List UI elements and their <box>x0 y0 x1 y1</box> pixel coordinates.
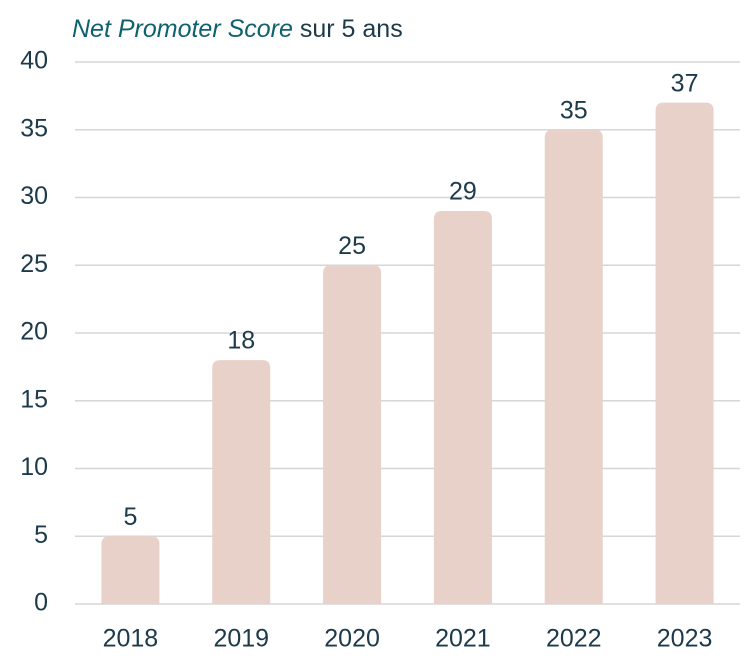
bar <box>323 265 382 604</box>
y-tick-label: 20 <box>20 318 48 346</box>
bar <box>544 129 603 604</box>
y-tick-label: 10 <box>20 453 48 481</box>
value-label: 29 <box>449 178 477 206</box>
y-tick-label: 40 <box>20 47 48 75</box>
x-tick-label: 2019 <box>213 625 269 653</box>
value-label: 18 <box>227 327 255 355</box>
y-tick-label: 35 <box>20 114 48 142</box>
y-tick-label: 5 <box>34 521 48 549</box>
value-label: 37 <box>671 69 699 97</box>
y-tick-label: 25 <box>20 250 48 278</box>
title-rest: sur 5 ans <box>300 15 403 43</box>
value-label: 35 <box>560 96 588 124</box>
y-tick-label: 30 <box>20 182 48 210</box>
x-tick-label: 2020 <box>324 625 380 653</box>
title-emphasis: Net Promoter Score <box>72 15 293 43</box>
bar <box>433 211 492 605</box>
x-tick-label: 2022 <box>546 625 602 653</box>
x-tick-label: 2021 <box>435 625 491 653</box>
x-tick-label: 2018 <box>103 625 159 653</box>
bar <box>101 536 160 604</box>
value-label: 25 <box>338 232 366 260</box>
value-label: 5 <box>123 503 137 531</box>
chart-title: Net Promoter Score sur 5 ans <box>72 15 403 43</box>
bar <box>655 102 714 605</box>
y-tick-label: 15 <box>20 385 48 413</box>
bar <box>212 360 271 604</box>
y-tick-label: 0 <box>34 589 48 617</box>
x-tick-label: 2023 <box>657 625 713 653</box>
